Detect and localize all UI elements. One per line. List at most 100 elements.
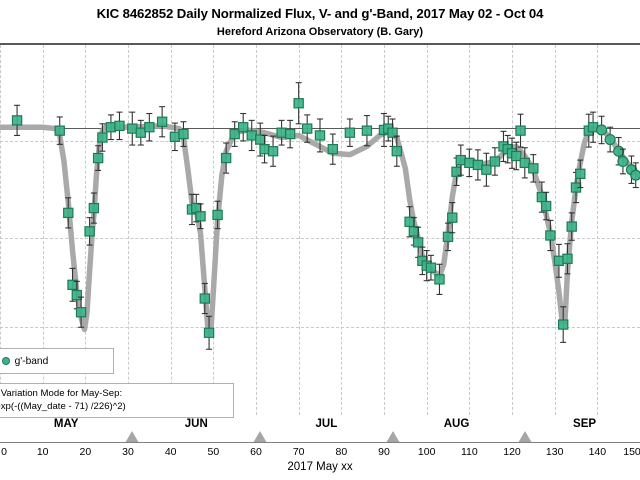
data-point: [135, 127, 146, 138]
data-point: [169, 131, 181, 142]
circle-marker-icon: [1, 357, 10, 365]
data-point: [114, 120, 125, 132]
vertical-gridline: [554, 45, 556, 415]
data-point: [536, 191, 548, 203]
data-point: [408, 226, 420, 237]
data-point: [144, 122, 155, 133]
data-point: [203, 327, 215, 338]
x-axis-tick-row: 0 10 20 30 40 50 60 70 80 90 100 110 120 130 140 150: [0, 446, 640, 462]
data-point: [557, 319, 569, 330]
data-point: [255, 134, 266, 145]
data-point: [464, 157, 475, 169]
data-point: [284, 128, 296, 140]
x-tick-label: 0: [1, 446, 7, 458]
data-point: [553, 255, 565, 267]
model-annotation-box: d Gaussian Long-Term Variation Mode for …: [0, 383, 234, 418]
vertical-gridline: [256, 45, 257, 415]
page-title: KIC 8462852 Daily Normalized Flux, V- an…: [96, 6, 544, 21]
data-point: [105, 122, 117, 133]
x-tick-label: 20: [79, 446, 92, 458]
data-point: [267, 146, 279, 157]
data-point: [562, 253, 573, 264]
data-point: [575, 168, 586, 179]
data-series-layer: [0, 82, 640, 350]
x-tick-label: 10: [36, 446, 49, 458]
data-point: [88, 202, 100, 214]
data-point: [455, 154, 467, 166]
data-point: [220, 152, 232, 164]
vertical-gridline: [42, 45, 44, 415]
data-point: [71, 289, 82, 301]
month-boundary-marker: [253, 431, 268, 443]
plot-area: [0, 43, 640, 415]
data-point: [178, 128, 189, 140]
vertical-gridline: [469, 45, 471, 415]
data-point: [595, 124, 608, 136]
data-point: [229, 128, 240, 140]
vertical-gridline: [298, 45, 300, 415]
data-point: [361, 125, 373, 136]
vertical-gridline: [213, 45, 215, 415]
data-point: [515, 125, 526, 136]
data-point: [528, 163, 539, 174]
series-g-band: [595, 115, 640, 189]
data-point: [246, 130, 257, 141]
data-point: [425, 262, 437, 273]
vertical-gridline: [512, 45, 513, 415]
month-boundary-marker: [517, 431, 532, 443]
plot-inner: [0, 45, 640, 415]
data-point: [566, 221, 577, 232]
data-point: [540, 200, 552, 212]
month-label-jun: JUN: [184, 418, 208, 430]
x-tick-label: 120: [503, 446, 521, 458]
data-point: [302, 123, 313, 134]
data-point: [293, 98, 304, 109]
data-point: [344, 127, 356, 138]
vertical-gridline: [128, 45, 129, 415]
data-point: [314, 130, 326, 141]
x-tick-label: 90: [378, 446, 390, 458]
data-point: [84, 226, 95, 237]
data-point: [472, 159, 484, 171]
data-point: [63, 207, 74, 219]
data-point: [387, 127, 398, 138]
data-point: [327, 143, 339, 155]
data-point: [617, 155, 629, 168]
legend-label-g-band: g'-band: [14, 355, 49, 367]
data-point: [604, 133, 616, 146]
data-point: [276, 127, 287, 138]
chart-legend: mag + 0.1784 g'-band: [0, 348, 114, 374]
chart-subtitle: Hereford Arizona Observatory (B. Gary): [216, 26, 424, 38]
data-point: [613, 145, 625, 157]
data-point: [511, 150, 522, 162]
data-point: [447, 212, 458, 223]
month-label-sep: SEP: [573, 418, 597, 430]
data-point: [412, 237, 424, 248]
data-point: [434, 274, 445, 285]
month-boundary-marker: [125, 431, 140, 443]
vertical-gridline: [384, 45, 385, 415]
annotation-line-2: = 12.0677 + 0.0180 / (exp(-((May_date - …: [0, 401, 126, 412]
data-point: [75, 307, 87, 318]
data-point: [11, 115, 23, 126]
data-point: [259, 143, 270, 155]
x-tick-label: 130: [545, 446, 564, 458]
data-point: [195, 211, 206, 222]
month-boundary-marker: [385, 431, 400, 443]
x-tick-label: 60: [250, 446, 262, 458]
series-v-band: [11, 82, 599, 350]
x-tick-label: 80: [335, 446, 348, 458]
data-point: [127, 123, 138, 134]
horizontal-gridline: [0, 237, 640, 239]
data-point: [545, 230, 556, 241]
data-point: [238, 122, 249, 133]
x-tick-label: 150: [623, 446, 640, 458]
data-point: [404, 216, 415, 227]
data-point: [199, 293, 210, 304]
x-tick-label: 140: [588, 446, 607, 458]
x-tick-label: 100: [417, 446, 436, 458]
vertical-gridline: [426, 45, 428, 415]
data-point: [391, 146, 403, 157]
annotation-line-1: d Gaussian Long-Term Variation Mode for …: [0, 388, 123, 399]
